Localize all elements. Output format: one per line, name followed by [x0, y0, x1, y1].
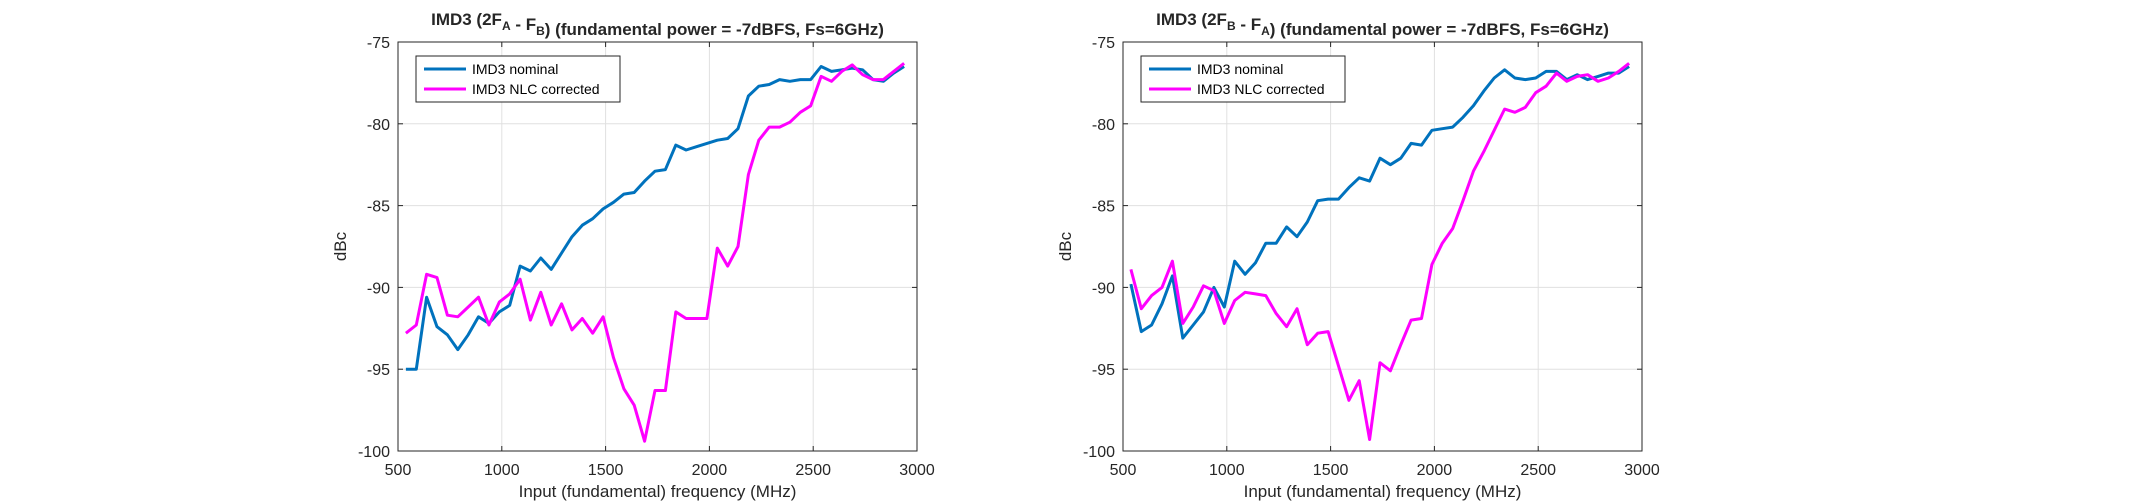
y-tick-label: -95 — [367, 362, 390, 379]
title-subscript: B — [1227, 19, 1236, 33]
series-line-corrected — [404, 62, 906, 443]
legend: IMD3 nominal IMD3 NLC corrected — [1140, 55, 1346, 103]
title-segment: ) (fundamental power = -7dBFS, Fs=6GHz) — [545, 20, 884, 39]
x-tick-label: 500 — [1110, 462, 1137, 479]
x-tick-label: 1000 — [484, 462, 520, 479]
chart-title: IMD3 (2FA - FB) (fundamental power = -7d… — [431, 10, 884, 39]
y-tick-label: -85 — [367, 199, 390, 216]
title-segment: ) (fundamental power = -7dBFS, Fs=6GHz) — [1270, 20, 1609, 39]
title-segment: - F — [511, 15, 537, 34]
y-tick-label: -75 — [367, 35, 390, 52]
legend-label: IMD3 NLC corrected — [1197, 81, 1325, 97]
y-tick-label: -100 — [1083, 444, 1115, 461]
x-tick-label: 500 — [385, 462, 412, 479]
chart-title: IMD3 (2FB - FA) (fundamental power = -7d… — [1156, 10, 1609, 39]
y-tick-label: -90 — [367, 280, 390, 297]
title-subscript: B — [536, 24, 545, 38]
legend-label: IMD3 nominal — [472, 61, 558, 77]
legend-box — [1140, 55, 1346, 103]
x-tick-label: 2000 — [692, 462, 728, 479]
x-tick-label: 2500 — [1520, 462, 1556, 479]
chart-2: 500 1000 1500 2000 2500 3000 -100 -95 -90 -85 -80 -… — [1056, 10, 1660, 501]
y-tick-label: -80 — [1092, 117, 1115, 134]
legend-box — [415, 55, 621, 103]
legend-label: IMD3 NLC corrected — [472, 81, 600, 97]
plot-area — [398, 42, 917, 451]
legend: IMD3 nominal IMD3 NLC corrected — [415, 55, 621, 103]
x-tick-label: 3000 — [1624, 462, 1660, 479]
title-segment: - F — [1236, 15, 1262, 34]
x-tick-label: 3000 — [899, 462, 935, 479]
x-tick-label: 1000 — [1209, 462, 1245, 479]
y-tick-label: -95 — [1092, 362, 1115, 379]
axes-box — [1122, 41, 1643, 452]
x-tick-label: 2500 — [795, 462, 831, 479]
x-axis-label: Input (fundamental) frequency (MHz) — [519, 482, 797, 501]
x-tick-label: 2000 — [1417, 462, 1453, 479]
title-segment: IMD3 (2F — [1156, 10, 1227, 29]
plot-area — [1123, 42, 1642, 451]
legend-label: IMD3 nominal — [1197, 61, 1283, 77]
x-tick-label: 1500 — [588, 462, 624, 479]
y-axis-label: dBc — [1056, 231, 1075, 261]
y-tick-label: -85 — [1092, 199, 1115, 216]
series-line-corrected — [1129, 62, 1631, 441]
series-line-nominal — [1129, 65, 1630, 340]
y-tick-label: -75 — [1092, 35, 1115, 52]
chart-1: 500 1000 1500 2000 2500 3000 -100 -95 -90 -85 -80 -… — [331, 10, 935, 501]
axes-box — [397, 41, 918, 452]
title-segment: IMD3 (2F — [431, 10, 502, 29]
y-tick-label: -90 — [1092, 280, 1115, 297]
x-axis-label: Input (fundamental) frequency (MHz) — [1244, 482, 1522, 501]
y-tick-label: -100 — [358, 444, 390, 461]
y-axis-label: dBc — [331, 231, 350, 261]
x-tick-label: 1500 — [1313, 462, 1349, 479]
title-subscript: A — [1261, 24, 1270, 38]
title-subscript: A — [502, 19, 511, 33]
y-tick-label: -80 — [367, 117, 390, 134]
